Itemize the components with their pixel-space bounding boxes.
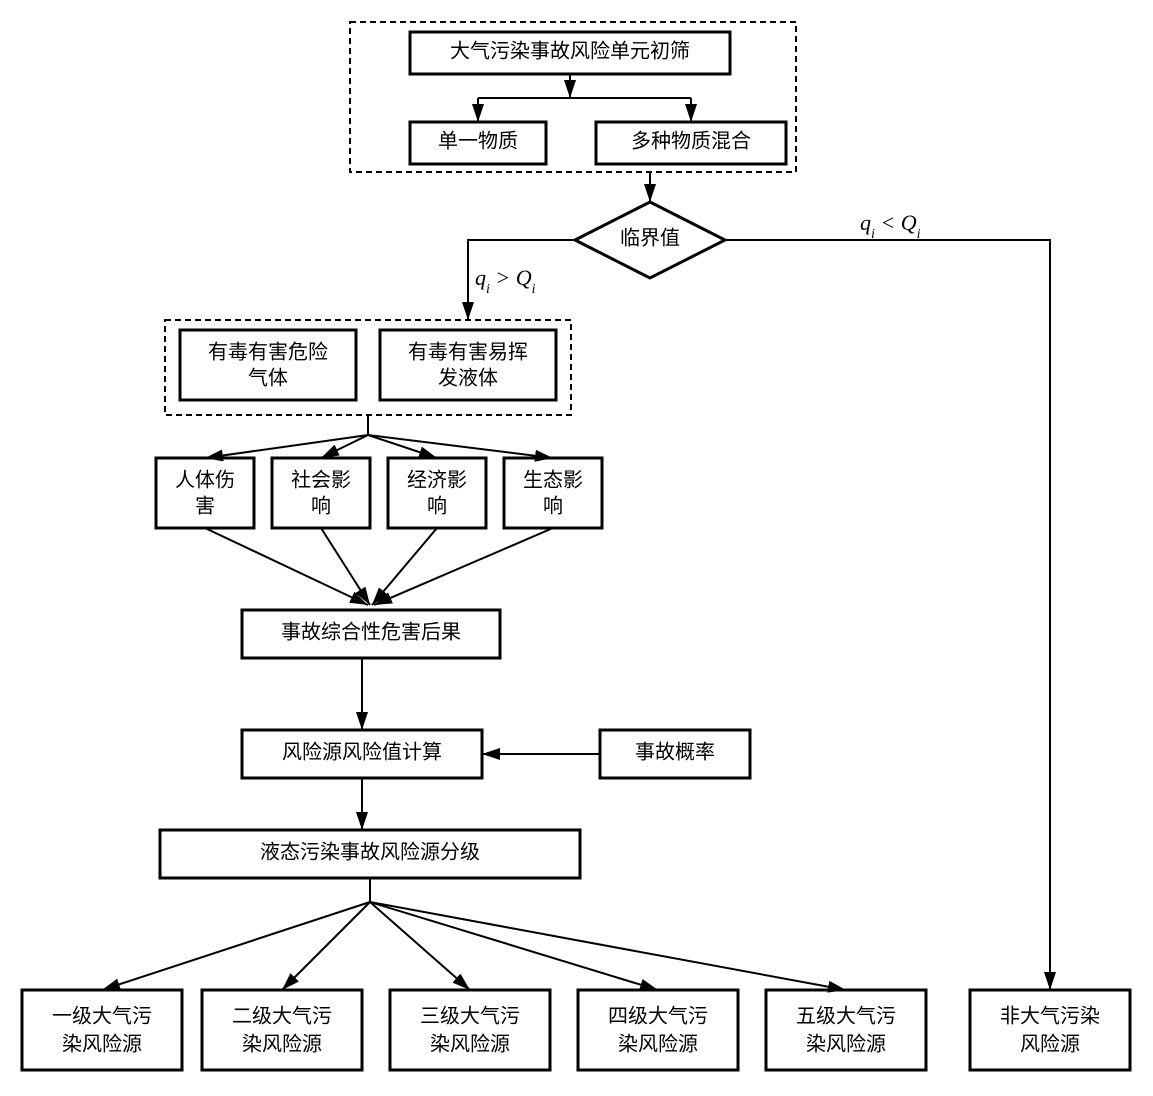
node-level-5	[766, 990, 926, 1070]
edge-label-lt: qi < Qi	[860, 210, 921, 242]
edge-imp3-to-conseq	[372, 528, 437, 605]
node-level-1-l2: 染风险源	[62, 1033, 142, 1056]
node-risk-classification-label: 液态污染事故风险源分级	[260, 841, 480, 864]
node-level-4	[578, 990, 738, 1070]
node-volatile-liquid-label1: 有毒有害易挥	[408, 341, 528, 364]
node-level-3	[390, 990, 550, 1070]
edge-to-l2	[282, 902, 370, 990]
node-level-1	[22, 990, 182, 1070]
node-impact-social-l2: 响	[311, 495, 331, 518]
edge-imp1-to-conseq	[205, 528, 368, 605]
node-volatile-liquid-label2: 发液体	[438, 367, 498, 390]
node-toxic-gas-label2: 气体	[248, 367, 288, 390]
node-accident-probability-label: 事故概率	[635, 741, 715, 764]
node-level-5-l1: 五级大气污	[796, 1005, 896, 1028]
edge-imp4-to-conseq	[374, 528, 553, 605]
node-impact-social-l1: 社会影	[291, 469, 351, 492]
node-consequence-label: 事故综合性危害后果	[281, 621, 461, 644]
edge-to-l3	[370, 902, 470, 990]
node-level-2	[202, 990, 362, 1070]
node-level-2-l1: 二级大气污	[232, 1005, 332, 1028]
node-non-atmospheric-l2: 风险源	[1020, 1033, 1080, 1056]
edge-to-l5	[370, 902, 846, 990]
node-level-4-l1: 四级大气污	[608, 1005, 708, 1028]
node-impact-ecological-l2: 响	[543, 495, 563, 518]
node-level-5-l2: 染风险源	[806, 1033, 886, 1056]
node-level-1-l1: 一级大气污	[52, 1005, 152, 1028]
node-level-4-l2: 染风险源	[618, 1033, 698, 1056]
node-toxic-gas-label1: 有毒有害危险	[208, 341, 328, 364]
node-single-substance-label: 单一物质	[438, 130, 518, 153]
edge-to-l1	[102, 902, 370, 990]
node-risk-calculation-label: 风险源风险值计算	[282, 741, 442, 764]
node-initial-screening-label: 大气污染事故风险单元初筛	[450, 40, 690, 63]
edge-to-imp4	[368, 435, 553, 458]
node-impact-ecological-l1: 生态影	[523, 469, 583, 492]
node-impact-economic-l2: 响	[427, 495, 447, 518]
edge-label-gt: qi > Qi	[475, 265, 536, 297]
node-impact-human-l2: 害	[195, 495, 215, 518]
node-non-atmospheric-l1: 非大气污染	[1000, 1005, 1100, 1028]
node-level-3-l1: 三级大气污	[420, 1005, 520, 1028]
node-impact-economic-l1: 经济影	[407, 469, 467, 492]
node-level-3-l2: 染风险源	[430, 1033, 510, 1056]
node-threshold-decision-label: 临界值	[620, 227, 680, 250]
edge-threshold-right	[725, 240, 1050, 990]
node-non-atmospheric	[970, 990, 1130, 1070]
node-level-2-l2: 染风险源	[242, 1033, 322, 1056]
node-impact-human-l1: 人体伤	[175, 469, 235, 492]
edge-to-l4	[370, 902, 658, 990]
node-mixed-substance-label: 多种物质混合	[631, 130, 751, 153]
